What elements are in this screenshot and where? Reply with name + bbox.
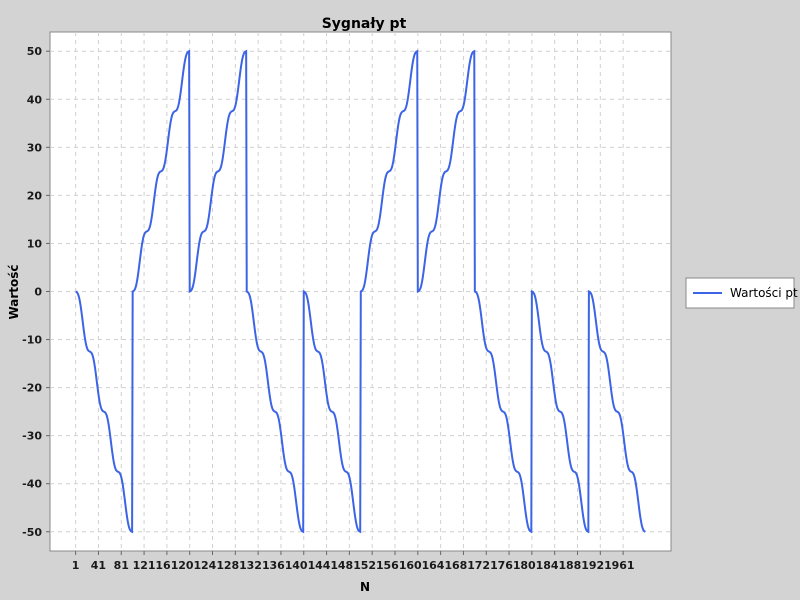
x-tick-label: 801 bbox=[520, 559, 543, 572]
x-tick-label: 841 bbox=[543, 559, 566, 572]
y-tick-label: 10 bbox=[27, 237, 43, 250]
y-tick-label: 50 bbox=[27, 45, 43, 58]
x-tick-label: 761 bbox=[498, 559, 521, 572]
y-tick-label: -50 bbox=[22, 526, 42, 539]
x-tick-label: 201 bbox=[178, 559, 201, 572]
x-tick-label: 361 bbox=[269, 559, 292, 572]
x-tick-label: 641 bbox=[429, 559, 452, 572]
y-tick-label: 0 bbox=[34, 286, 42, 299]
series-line-0 bbox=[75, 49, 646, 534]
x-tick-label: 721 bbox=[475, 559, 498, 572]
x-tick-label: 881 bbox=[566, 559, 589, 572]
x-tick-label: 521 bbox=[361, 559, 384, 572]
y-tick-label: 30 bbox=[27, 141, 43, 154]
legend: Wartości pt bbox=[685, 277, 798, 309]
series-layer bbox=[75, 49, 646, 534]
x-tick-label: 601 bbox=[406, 559, 429, 572]
x-axis-title: N bbox=[360, 580, 370, 594]
x-tick-label: 241 bbox=[201, 559, 224, 572]
x-tick-label: 41 bbox=[91, 559, 106, 572]
x-tick-label: 481 bbox=[338, 559, 361, 572]
chart-title: Sygnały pt bbox=[322, 16, 407, 32]
axes: 1 41 81 121 161 201 241 281 321 361 401 441 481 521 56… bbox=[22, 45, 634, 572]
x-tick-label: 561 bbox=[384, 559, 407, 572]
x-tick-label: 161 bbox=[155, 559, 178, 572]
y-tick-label: -20 bbox=[22, 382, 42, 395]
x-tick-label: 961 bbox=[612, 559, 635, 572]
legend-label: Wartości pt bbox=[730, 286, 798, 300]
y-tick-label: 40 bbox=[27, 93, 43, 106]
y-tick-label: -30 bbox=[22, 430, 42, 443]
y-tick-label: -10 bbox=[22, 334, 42, 347]
x-tick-label: 81 bbox=[114, 559, 129, 572]
x-tick-label: 321 bbox=[247, 559, 270, 572]
x-tick-label: 401 bbox=[292, 559, 315, 572]
x-tick-label: 441 bbox=[315, 559, 338, 572]
x-tick-label: 1 bbox=[72, 559, 80, 572]
x-tick-label: 921 bbox=[589, 559, 612, 572]
x-tick-label: 681 bbox=[452, 559, 475, 572]
y-tick-label: -40 bbox=[22, 478, 42, 491]
x-tick-label: 121 bbox=[133, 559, 156, 572]
y-tick-label: 20 bbox=[27, 189, 43, 202]
y-axis-title: Wartość bbox=[7, 264, 21, 319]
x-tick-label: 281 bbox=[224, 559, 247, 572]
